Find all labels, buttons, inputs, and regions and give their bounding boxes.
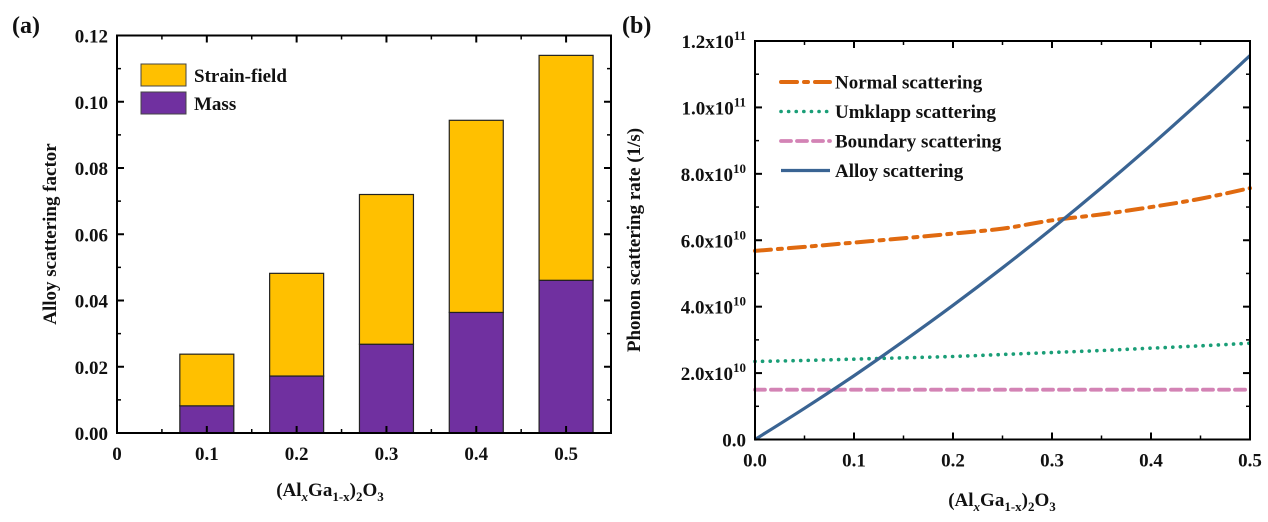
bar-mass-0.4 (448, 311, 504, 434)
y-tick-label-b: 4.0x1010 (681, 294, 746, 319)
series-line-umklapp-scattering (753, 341, 1252, 364)
panel-b-label: (b) (622, 13, 651, 39)
bar-mass-0.3 (358, 343, 415, 434)
y-tick-label-a: 0.04 (75, 292, 109, 313)
legend-swatch-mass (140, 91, 187, 115)
y-tick-label-b: 2.0x1010 (681, 360, 746, 385)
x-tick-label-a: 0.5 (554, 444, 578, 465)
y-axis-title-b: Phonon scattering rate (1/s) (624, 128, 645, 352)
axes-b: 0.0 2.0x1010 4.0x1010 6.0x1010 8.0x1010 1.0x1… (681, 28, 1262, 472)
bar-mass-0.5 (538, 279, 594, 434)
x-tick-label-a: 0.1 (195, 444, 219, 465)
legend-label-umklapp-scattering: Umklapp scattering (835, 102, 996, 123)
legend-swatch-strain-field (140, 63, 187, 87)
series-line-normal-scattering (753, 186, 1252, 253)
x-tick-label-a: 0.2 (285, 444, 309, 465)
panel-b-line-chart: (b) 0.0 2.0x1010 4.0x1010 6.0x1010 8.0x1010 1… (622, 13, 1262, 514)
y-tick-label-a: 0.06 (75, 225, 108, 246)
lines-group (753, 54, 1252, 441)
x-tick-label-a: 0.3 (375, 444, 399, 465)
x-tick-label-b: 0.5 (1238, 451, 1262, 472)
x-tick-label-b: 0.2 (941, 451, 965, 472)
y-tick-label-a: 0.08 (75, 159, 108, 180)
y-tick-label-a: 0.12 (75, 27, 108, 48)
bar-strain-field-0.4 (448, 119, 504, 314)
x-tick-label-b: 0.3 (1040, 451, 1064, 472)
y-axis-title-a: Alloy scattering factor (40, 143, 61, 325)
x-tick-label-a: 0.4 (464, 444, 488, 465)
y-tick-label-b: 6.0x1010 (681, 227, 746, 252)
panel-a-bar-chart: (a) 0.000.020.040.060.080.100.120 0.1 0.2 0… (12, 13, 612, 504)
legend-label-normal-scattering: Normal scattering (835, 73, 983, 94)
bar-strain-field-0.5 (538, 54, 594, 281)
bars-group (179, 54, 594, 434)
panel-a-label: (a) (12, 13, 40, 39)
x-tick-label-b: 0.4 (1139, 451, 1163, 472)
legend-label-mass: Mass (194, 94, 236, 115)
legend-b: Normal scattering Umklapp scattering Bound… (779, 73, 1002, 182)
y-tick-label-a: 0.10 (75, 93, 108, 114)
legend-label-alloy-scattering: Alloy scattering (835, 161, 964, 182)
x-tick-label-b: 0.0 (743, 451, 767, 472)
y-tick-label-b: 8.0x1010 (681, 161, 746, 186)
legend-a: Strain-field Mass (140, 63, 287, 115)
legend-label-boundary-scattering: Boundary scattering (835, 132, 1002, 153)
bar-strain-field-0.1 (179, 353, 235, 407)
y-tick-label-a: 0.02 (75, 358, 108, 379)
bar-strain-field-0.3 (358, 193, 415, 345)
bar-mass-0.2 (269, 375, 325, 434)
legend-label-strain-field: Strain-field (194, 66, 287, 87)
y-tick-label-b: 1.0x1011 (681, 94, 746, 119)
y-tick-label-b: 1.2x1011 (681, 28, 746, 53)
axes-a: 0.00 0.02 0.04 0.06 0.08 0.10 0.12 0 0.1 0.2 0.3 0.… (75, 27, 612, 465)
plot-frame-b (754, 40, 1251, 441)
x-tick-label-b: 0.1 (842, 451, 866, 472)
x-axis-title-a: (AlxGa1-x)2O3 (276, 480, 384, 504)
series-line-alloy-scattering (754, 54, 1252, 441)
y-tick-label-b: 0.0 (722, 431, 746, 452)
y-tick-label-a: 0.00 (75, 424, 108, 445)
bar-strain-field-0.2 (269, 272, 325, 377)
x-axis-title-b: (AlxGa1-x)2O3 (948, 490, 1056, 514)
x-tick-label-a: 0 (112, 444, 122, 465)
